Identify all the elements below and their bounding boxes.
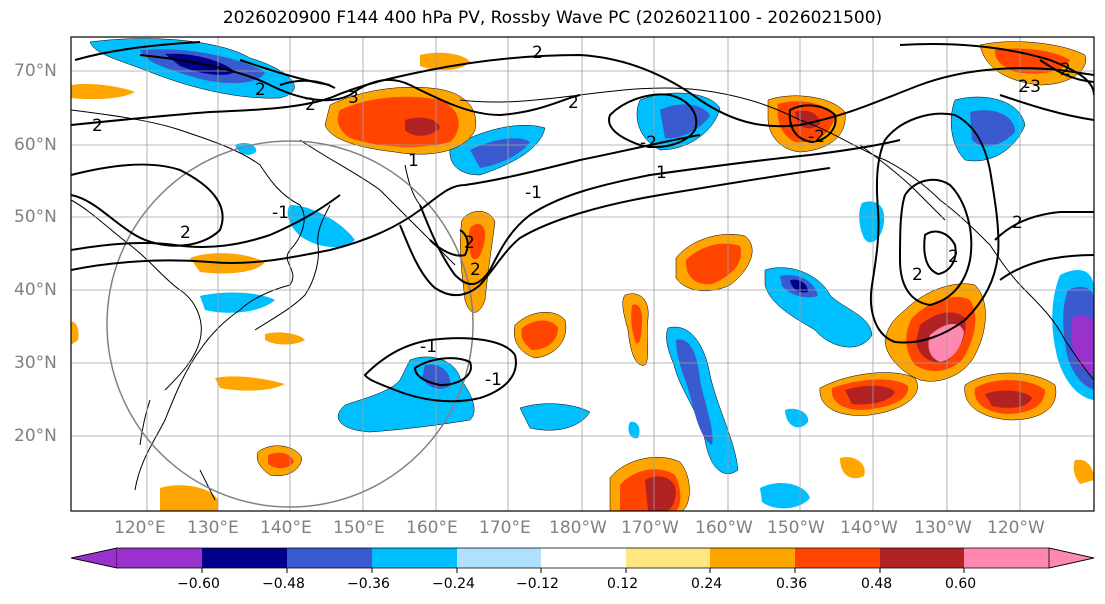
svg-text:-2: -2 <box>808 127 825 147</box>
svg-text:1: 1 <box>656 163 667 183</box>
lon-label: 130°E <box>187 518 239 538</box>
graticule <box>71 37 1094 511</box>
colorbar-bin <box>117 548 202 568</box>
lat-label: 60°N <box>14 135 57 155</box>
pv-anomaly-fills <box>71 38 1094 511</box>
map-frame <box>70 36 1095 512</box>
colorbar-bin <box>710 548 795 568</box>
svg-text:-1: -1 <box>272 203 289 223</box>
colorbar-bin <box>626 548 710 568</box>
svg-text:2: 2 <box>912 265 923 285</box>
reference-circle <box>106 140 474 508</box>
lon-label: 180°W <box>549 518 607 538</box>
lat-label: 40°N <box>14 280 57 300</box>
coastlines <box>71 87 1094 501</box>
colorbar-tick-label: 0.36 <box>776 576 808 592</box>
colorbar <box>70 547 1095 573</box>
svg-text:-1: -1 <box>485 370 502 390</box>
lat-label: 30°N <box>14 353 57 373</box>
colorbar-bin <box>372 548 457 568</box>
colorbar-tick-label: 0.60 <box>945 576 977 592</box>
svg-text:2: 2 <box>470 260 481 280</box>
lon-label: 160°W <box>695 518 753 538</box>
svg-text:1: 1 <box>408 151 419 171</box>
colorbar-bin <box>795 548 880 568</box>
svg-text:2: 2 <box>948 247 959 267</box>
colorbar-bin <box>287 548 372 568</box>
contour-labels: 2 2 2 3 2 -2 2 -2 2 2 -1 2 2 2 -1 -1 1 -… <box>92 43 1071 390</box>
svg-text:2: 2 <box>255 80 266 100</box>
colorbar-tick-label: −0.48 <box>262 576 305 592</box>
colorbar-tick-label: 0.48 <box>861 576 893 592</box>
colorbar-tick-label: −0.60 <box>177 576 220 592</box>
svg-text:-1: -1 <box>525 183 542 203</box>
colorbar-bin <box>541 548 626 568</box>
svg-text:2: 2 <box>305 95 316 115</box>
colorbar-tick-label: −0.36 <box>347 576 390 592</box>
lat-label: 50°N <box>14 207 57 227</box>
lon-label: 160°E <box>406 518 458 538</box>
lon-label: 170°E <box>479 518 531 538</box>
lon-label: 140°E <box>260 518 312 538</box>
lon-label: 150°W <box>767 518 825 538</box>
colorbar-ticks <box>201 568 965 573</box>
lon-label: 120°E <box>114 518 166 538</box>
svg-text:2: 2 <box>1060 60 1071 80</box>
lon-label: 120°W <box>987 518 1045 538</box>
svg-text:3: 3 <box>348 88 359 108</box>
colorbar-bin <box>880 548 964 568</box>
colorbar-extend-low <box>70 547 118 569</box>
colorbar-outline <box>70 547 1095 569</box>
lon-label: 170°W <box>621 518 679 538</box>
colorbar-tick-label: −0.24 <box>432 576 475 592</box>
lon-label: 130°W <box>914 518 972 538</box>
svg-text:2: 2 <box>532 43 543 63</box>
svg-text:-1: -1 <box>420 337 437 357</box>
map-title: 2026020900 F144 400 hPa PV, Rossby Wave … <box>222 8 883 28</box>
lat-label: 20°N <box>14 426 57 446</box>
colorbar-tick-label: 0.12 <box>607 576 639 592</box>
svg-text:2: 2 <box>92 116 103 136</box>
svg-text:2: 2 <box>180 223 191 243</box>
lon-label: 150°E <box>333 518 385 538</box>
pv-contours <box>71 41 1094 403</box>
svg-text:2: 2 <box>1018 77 1029 97</box>
svg-text:2: 2 <box>1012 213 1023 233</box>
colorbar-bin <box>457 548 541 568</box>
svg-text:-2: -2 <box>640 133 657 153</box>
svg-text:2: 2 <box>568 93 579 113</box>
svg-text:-3: -3 <box>1024 77 1041 97</box>
lon-label: 140°W <box>840 518 898 538</box>
colorbar-bin <box>964 548 1049 568</box>
colorbar-extend-high <box>1048 547 1095 569</box>
colorbar-tick-label: 0.24 <box>691 576 723 592</box>
colorbar-bin <box>202 548 287 568</box>
lat-label: 70°N <box>14 61 57 81</box>
colorbar-tick-label: −0.12 <box>516 576 559 592</box>
svg-text:2: 2 <box>464 233 475 253</box>
